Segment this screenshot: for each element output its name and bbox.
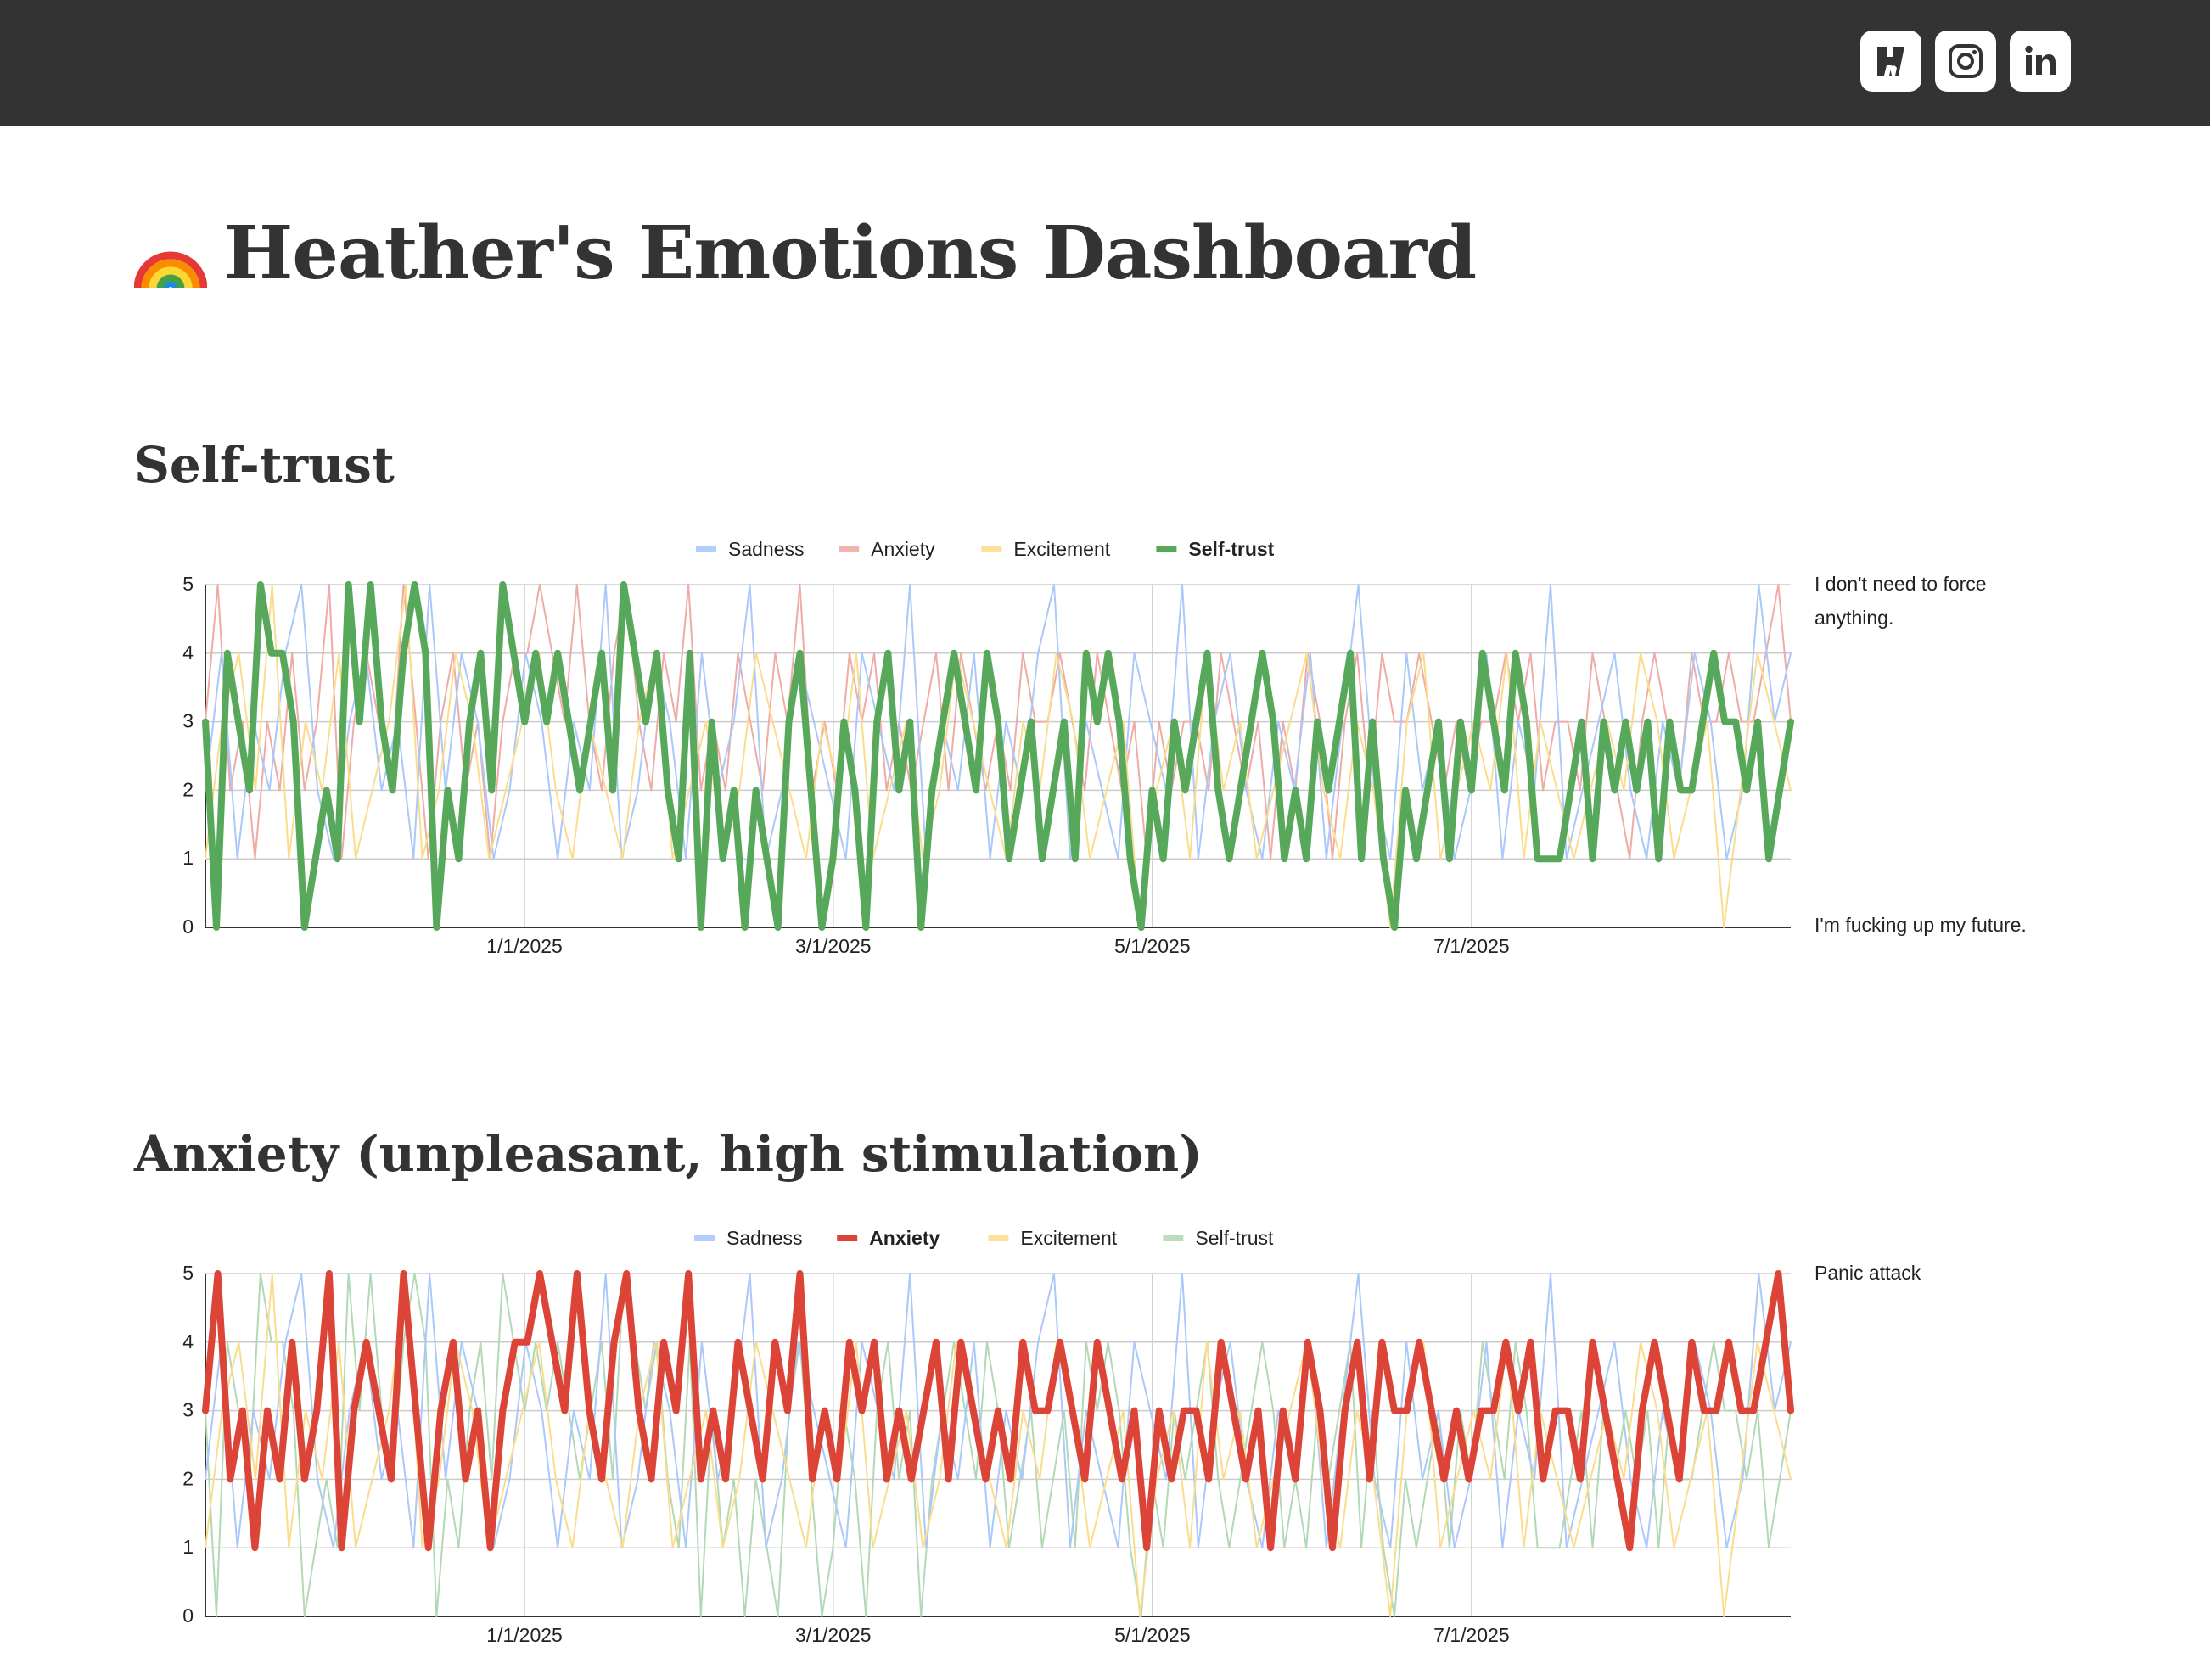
top-bar [0, 0, 2210, 126]
chart1-y-tick-label: 4 [182, 1330, 194, 1352]
chart0-x-tick-label: 5/1/2025 [1114, 935, 1191, 957]
anxiety-chart: 0 1 2 3 4 5 1/1/2025 3/1/2025 5/1/2025 7/1/2025 Sa… [127, 1215, 2079, 1656]
self-trust-chart: 0 1 2 3 4 5 1/1/2025 3/1/2025 5/1/2025 7/1/2025 Sa… [127, 526, 2079, 967]
instagram-icon [1949, 44, 1983, 78]
chart1-y-tick-label: 1 [182, 1536, 194, 1558]
chart1-y-tick-label: 5 [182, 1262, 194, 1284]
chart0-y-tick-label: 0 [182, 916, 194, 938]
section-title-self-trust: Self-trust [134, 436, 395, 494]
chart1-legend-label: Sadness [726, 1227, 803, 1249]
chart0-legend-item-sadness[interactable]: Sadness [696, 538, 805, 560]
chart1-series-excitement [205, 1273, 1792, 1617]
chart1-legend-label: Anxiety [869, 1227, 940, 1249]
chart1-x-tick-label: 3/1/2025 [795, 1624, 872, 1646]
chart0-legend-item-self-trust[interactable]: Self-trust [1156, 538, 1275, 560]
chart0-x-tick-label: 7/1/2025 [1433, 935, 1510, 957]
chart0-annotation-bottom: I'm fucking up my future. [1815, 914, 2027, 936]
chart1-y-tick-label: 0 [182, 1604, 194, 1627]
chart1-x-tick-label: 1/1/2025 [486, 1624, 563, 1646]
instagram-link[interactable] [1935, 31, 1996, 92]
chart0-legend-label: Self-trust [1188, 538, 1274, 560]
chart0-x-tick-label: 1/1/2025 [486, 935, 563, 957]
chart0-annotation-top: I don't need to force [1815, 573, 1987, 595]
chart1-series-anxiety [202, 1270, 1794, 1552]
chart1-y-tick-label: 2 [182, 1467, 194, 1489]
chart1-legend-label: Self-trust [1195, 1227, 1274, 1249]
chart1-legend-label: Excitement [1020, 1227, 1117, 1249]
page-title: Heather's Emotions Dashboard [134, 210, 1477, 296]
chart1-x-tick-label: 5/1/2025 [1114, 1624, 1191, 1646]
chart1-legend-item-anxiety[interactable]: Anxiety [837, 1227, 940, 1249]
chart1-series-sadness [205, 1273, 1792, 1549]
section-title-anxiety: Anxiety (unpleasant, high stimulation) [134, 1125, 1203, 1183]
chart0-y-tick-label: 1 [182, 847, 194, 869]
chart0-x-tick-label: 3/1/2025 [795, 935, 872, 957]
chart0-legend-item-excitement[interactable]: Excitement [981, 538, 1111, 560]
page-title-text: Heather's Emotions Dashboard [224, 210, 1477, 296]
chart0-legend-label: Excitement [1013, 538, 1110, 560]
linkedin-link[interactable] [2010, 31, 2071, 92]
chart0-y-tick-label: 5 [182, 573, 194, 595]
chart0-legend-item-anxiety[interactable]: Anxiety [839, 538, 935, 560]
chart0-y-tick-label: 3 [182, 710, 194, 732]
chart1-annotation-top: Panic attack [1815, 1262, 1921, 1284]
chart1-y-tick-label: 3 [182, 1399, 194, 1421]
chart0-annotation-top: anything. [1815, 607, 1893, 629]
chart0-y-tick-label: 2 [182, 778, 194, 800]
rainbow-icon [134, 251, 207, 289]
chart1-x-tick-label: 7/1/2025 [1433, 1624, 1510, 1646]
chart0-series-self-trust [202, 581, 1794, 931]
hashnode-icon [1877, 47, 1904, 76]
chart0-y-tick-label: 4 [182, 641, 194, 664]
chart1-legend-item-self-trust[interactable]: Self-trust [1163, 1227, 1274, 1249]
hashnode-link[interactable] [1860, 31, 1921, 92]
chart0-legend-label: Anxiety [871, 538, 935, 560]
chart1-legend-item-sadness[interactable]: Sadness [694, 1227, 803, 1249]
chart1-legend-item-excitement[interactable]: Excitement [988, 1227, 1118, 1249]
linkedin-icon [2025, 45, 2056, 75]
chart0-legend-label: Sadness [728, 538, 805, 560]
